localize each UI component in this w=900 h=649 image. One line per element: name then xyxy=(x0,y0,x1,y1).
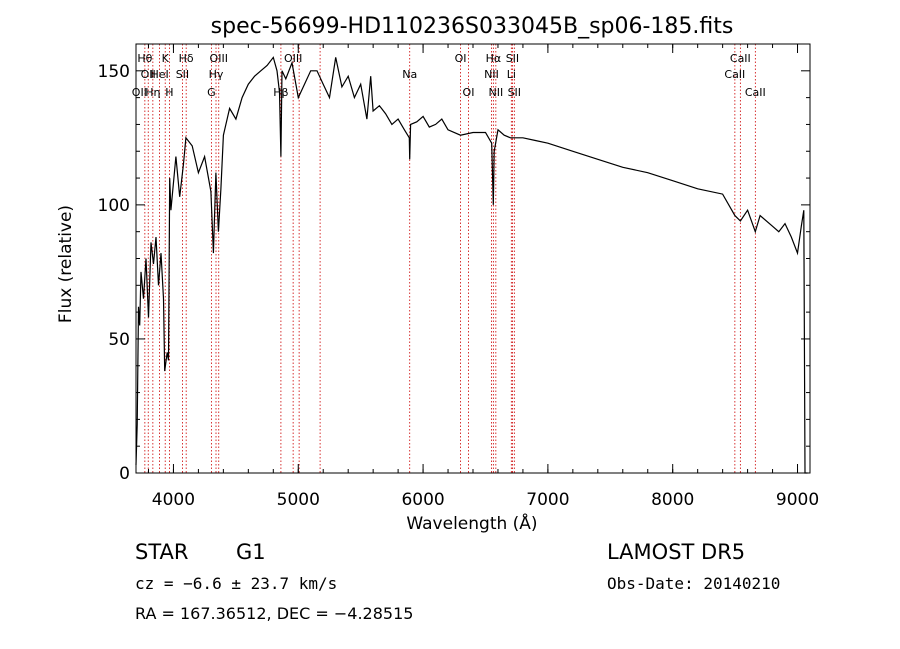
line-label: Hγ xyxy=(209,68,224,81)
object-class: G1 xyxy=(236,540,266,564)
line-label: Li xyxy=(507,68,516,81)
chart-title: spec-56699-HD110236S033045B_sp06-185.fit… xyxy=(211,14,734,39)
line-label: Hδ xyxy=(179,52,194,65)
x-tick-label: 6000 xyxy=(401,490,444,510)
line-label: CaII xyxy=(730,52,751,65)
line-label: Hα xyxy=(486,52,502,65)
y-tick-label: 0 xyxy=(119,464,130,484)
x-tick-label: 4000 xyxy=(152,490,195,510)
line-label: NII xyxy=(488,86,503,99)
line-label: H xyxy=(165,86,173,99)
plot-frame xyxy=(135,43,811,474)
line-label: OII xyxy=(141,68,156,81)
line-label: Hη xyxy=(145,86,160,99)
observation-date: Obs-Date: 20140210 xyxy=(607,574,781,593)
line-label: NII xyxy=(484,68,499,81)
redshift-velocity: cz = −6.6 ± 23.7 km/s xyxy=(135,574,338,593)
y-tick-label: 150 xyxy=(98,62,130,82)
line-label: CaII xyxy=(745,86,766,99)
object-type: STAR xyxy=(135,540,189,564)
line-label: OIII xyxy=(210,52,228,65)
line-label: OI xyxy=(455,52,467,65)
line-label: Hβ xyxy=(273,86,288,99)
line-label: Hθ xyxy=(137,52,152,65)
line-label: OIII xyxy=(284,52,302,65)
line-label: SII xyxy=(506,52,519,65)
x-tick-label: 8000 xyxy=(651,490,694,510)
axis-ticks: 4000 5000 6000 7000 8000 9000 0 50 100 150 xyxy=(98,44,819,510)
line-label: CaII xyxy=(724,68,745,81)
line-label: K xyxy=(162,52,170,65)
x-tick-label: 5000 xyxy=(277,490,320,510)
coordinates: RA = 167.36512, DEC = −4.28515 xyxy=(135,604,414,623)
y-tick-label: 100 xyxy=(98,196,130,216)
line-label: HeI xyxy=(150,68,168,81)
x-tick-label: 9000 xyxy=(776,490,819,510)
spectral-line-markers xyxy=(144,44,756,473)
line-label: Na xyxy=(402,68,417,81)
survey-name: LAMOST DR5 xyxy=(607,540,746,564)
y-tick-label: 50 xyxy=(108,330,130,350)
spectrum-line xyxy=(135,56,808,474)
line-label: SII xyxy=(508,86,521,99)
line-label: G xyxy=(207,86,216,99)
line-label: SII xyxy=(176,68,189,81)
x-tick-label: 7000 xyxy=(526,490,569,510)
y-axis-label: Flux (relative) xyxy=(56,205,76,323)
spectrum-series xyxy=(135,56,808,474)
x-axis-label: Wavelength (Å) xyxy=(406,512,537,534)
line-label: OII xyxy=(132,86,147,99)
line-label: OI xyxy=(463,86,475,99)
